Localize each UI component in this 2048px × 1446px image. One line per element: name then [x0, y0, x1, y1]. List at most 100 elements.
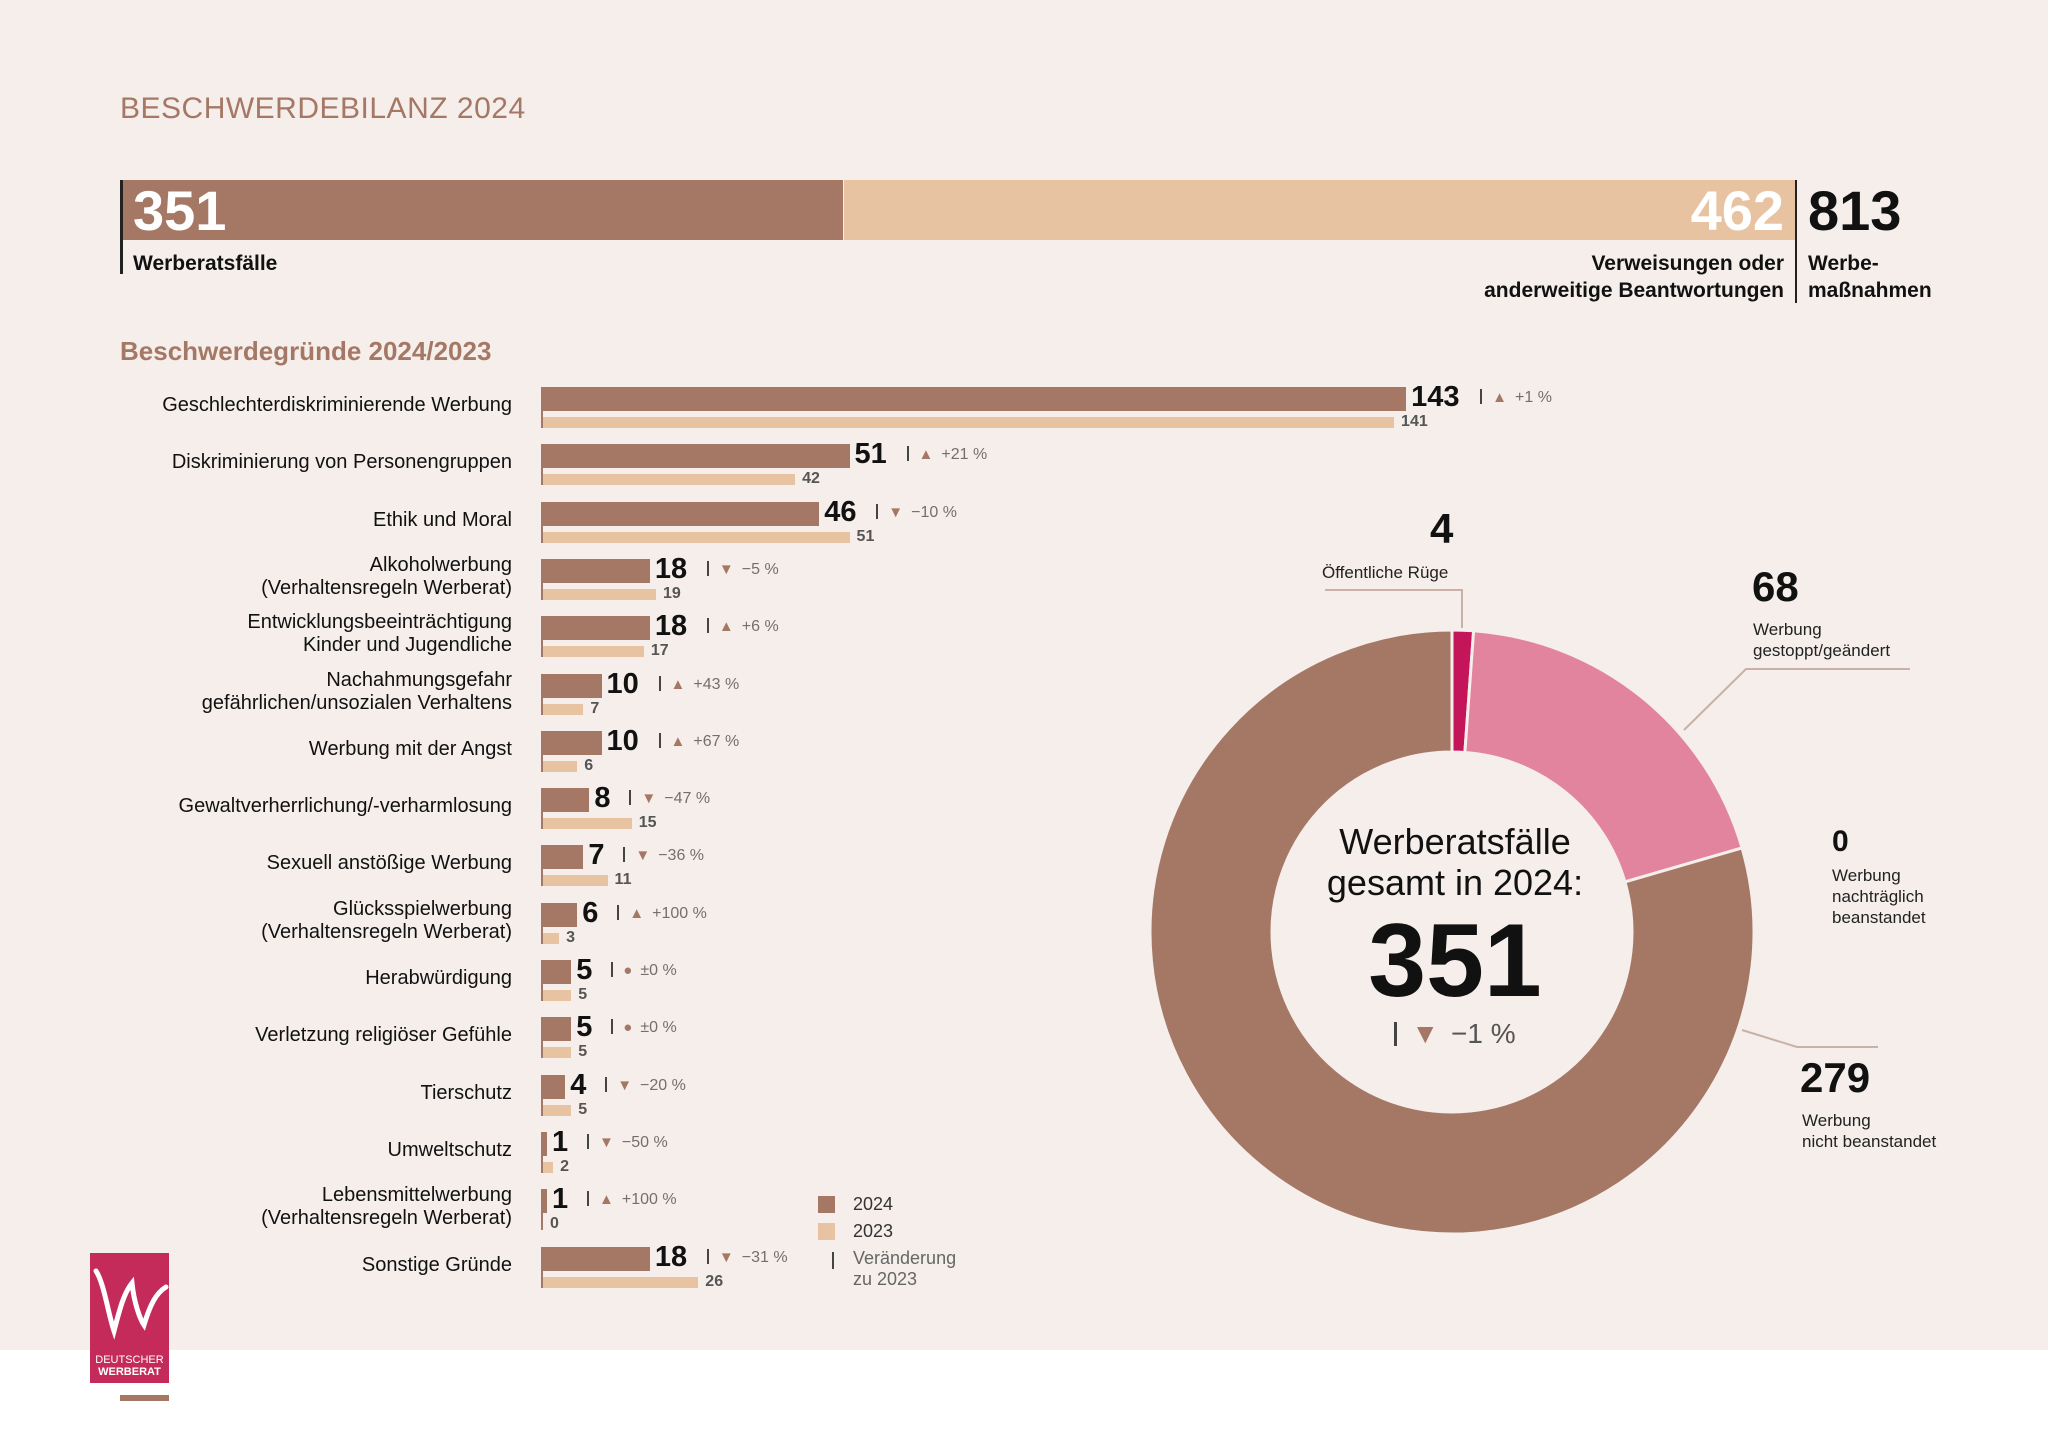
category-label-line1: Herabwürdigung	[365, 967, 512, 989]
change-indicator: ▼ −31 %	[706, 1248, 788, 1268]
donut-label-nachtraeglich-2: nachträglich	[1832, 887, 1924, 906]
value-2024: 10	[606, 667, 639, 700]
change-indicator: ▼ −20 %	[605, 1076, 686, 1096]
change-indicator: ▲ +100 %	[587, 1190, 677, 1210]
value-2023: 3	[566, 928, 576, 946]
change-separator	[658, 675, 661, 691]
change-indicator: ▲ +100 %	[617, 904, 707, 924]
section-title: Beschwerdegründe 2024/2023	[120, 336, 492, 366]
category-label: Alkoholwerbung (Verhaltensregeln Werberat…	[100, 554, 512, 600]
value-2024: 4	[570, 1068, 587, 1101]
change-text: −10 %	[911, 503, 957, 521]
value-2024: 18	[654, 610, 688, 643]
category-label: Geschlechterdiskriminierende Werbung	[100, 394, 512, 417]
value-2024: 18	[654, 552, 688, 585]
value-2024: 1	[552, 1125, 569, 1158]
legend-change-label-2: zu 2023	[853, 1269, 918, 1289]
category-label: Glücksspielwerbung (Verhaltensregeln Werb…	[100, 898, 512, 944]
category-label-line1: Verletzung religiöser Gefühle	[255, 1024, 512, 1047]
change-indicator: ▲ +67 %	[658, 732, 739, 752]
donut-center-change: ▼ −1 %	[1250, 1018, 1660, 1050]
change-separator	[617, 904, 620, 920]
category-label-line2: (Verhaltensregeln Werberat)	[261, 1207, 512, 1230]
donut-center-value: 351	[1368, 903, 1542, 1019]
value-2024: 8	[594, 782, 611, 815]
bar-2023	[541, 932, 560, 944]
werberatsfaelle-label: Werberatsfälle	[133, 252, 278, 275]
up-triangle-icon: ▲	[918, 446, 934, 464]
change-indicator: ▼ −50 %	[587, 1133, 668, 1153]
donut-label-ruege-value: 4	[1430, 505, 1454, 552]
slice-nicht-beanstandet	[1148, 628, 1756, 1236]
value-2023: 5	[578, 986, 588, 1003]
bar-baseline	[541, 960, 543, 1001]
value-2023: 141	[1401, 413, 1428, 430]
change-indicator: ▼ −10 %	[876, 503, 957, 523]
werbemassnahmen-label-1: Werbe-	[1808, 252, 1879, 275]
legend-label-2023: 2023	[853, 1221, 894, 1241]
donut-center-change-text: −1 %	[1451, 1018, 1516, 1049]
change-text: +1 %	[1515, 389, 1552, 406]
change-indicator: ● ±0 %	[611, 961, 677, 981]
down-triangle-icon: ▼	[718, 560, 734, 578]
category-label-line2: gefährlichen/unsozialen Verhaltens	[201, 691, 512, 714]
change-separator	[629, 790, 632, 806]
bar-baseline	[541, 444, 543, 486]
value-2024: 10	[606, 724, 639, 757]
category-label-line1: Alkoholwerbung	[369, 553, 512, 576]
bar-baseline	[541, 1017, 543, 1059]
change-separator	[876, 503, 879, 519]
bar-baseline	[541, 1074, 543, 1116]
change-separator	[1480, 389, 1483, 404]
category-label-line1: Diskriminierung von Personengruppen	[171, 451, 512, 474]
value-2023: 15	[638, 814, 657, 832]
value-2023: 0	[550, 1215, 559, 1233]
category-label: Diskriminierung von Personengruppen	[100, 451, 512, 474]
logo-underline	[120, 1395, 169, 1401]
value-2024: 7	[588, 839, 605, 872]
value-2024: 46	[824, 495, 857, 528]
logo-text-1: DEUTSCHER	[95, 1354, 164, 1366]
w-logo-icon	[93, 1268, 169, 1340]
legend-label-2024: 2024	[853, 1194, 894, 1214]
bar-2024	[541, 558, 650, 583]
donut-label-nachtraeglich-1: Werbung	[1832, 866, 1901, 885]
down-triangle-icon: ▼	[641, 790, 657, 808]
dot-icon: ●	[623, 1019, 633, 1037]
bar-2023	[541, 646, 644, 658]
bar-baseline	[541, 558, 543, 600]
category-label-line1: Ethik und Moral	[373, 508, 512, 531]
change-indicator: ▲ +43 %	[658, 675, 740, 695]
change-text: +100 %	[652, 904, 707, 922]
bar-baseline	[541, 730, 543, 772]
donut-label-gestoppt-value: 68	[1752, 563, 1799, 610]
change-indicator: ● ±0 %	[611, 1018, 677, 1038]
bar-2023	[541, 1276, 699, 1288]
change-indicator: ▲ +1 %	[1480, 388, 1552, 408]
change-text: ±0 %	[640, 1019, 677, 1037]
bar-2023	[541, 703, 584, 715]
bar-2023	[541, 760, 578, 772]
bar-2023	[541, 1047, 572, 1059]
change-text: −50 %	[621, 1133, 668, 1151]
up-triangle-icon: ▲	[1492, 389, 1507, 406]
change-indicator: ▲ +21 %	[906, 445, 987, 465]
category-label: Werbung mit der Angst	[100, 738, 512, 761]
category-label-line2: Kinder und Jugendliche	[302, 634, 512, 657]
category-label-line2: (Verhaltensregeln Werberat)	[261, 576, 512, 599]
down-triangle-icon: ▼	[599, 1133, 614, 1151]
change-text: +43 %	[693, 675, 740, 693]
bar-2024	[541, 444, 850, 469]
change-separator	[611, 962, 614, 977]
verweisungen-value: 462	[1690, 179, 1784, 242]
bar-2024	[541, 845, 584, 870]
change-text: +100 %	[621, 1191, 677, 1209]
value-2023: 6	[584, 756, 594, 774]
bar-2024	[541, 1017, 572, 1042]
donut-slices	[1148, 628, 1756, 1236]
page-title: BESCHWERDEBILANZ 2024	[120, 92, 526, 125]
value-2023: 7	[590, 699, 600, 717]
change-text: ±0 %	[640, 962, 677, 979]
change-separator	[906, 446, 909, 462]
change-separator	[587, 1191, 590, 1207]
